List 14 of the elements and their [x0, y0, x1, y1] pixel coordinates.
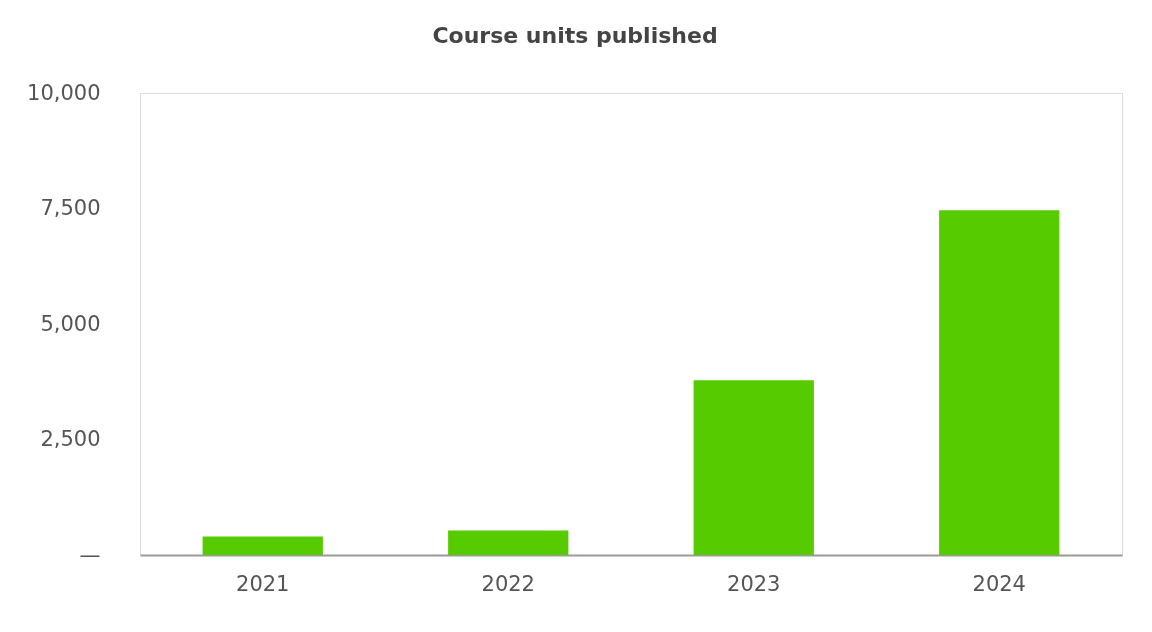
y-tick-label: 7,500: [40, 196, 101, 220]
bar: [939, 210, 1060, 555]
y-tick-label: —: [79, 542, 101, 567]
bar: [202, 536, 323, 555]
y-tick-label: 10,000: [27, 80, 101, 105]
y-tick-label: 5,000: [40, 311, 101, 336]
x-tick-label: 2021: [236, 571, 290, 596]
y-tick-label: 2,500: [40, 427, 101, 451]
x-tick-label: 2022: [481, 571, 535, 596]
chart-title: Course units published: [432, 23, 718, 48]
x-tick-label: 2024: [972, 571, 1026, 596]
bar: [693, 380, 814, 555]
x-tick-label: 2023: [727, 571, 781, 596]
bar: [448, 530, 569, 555]
